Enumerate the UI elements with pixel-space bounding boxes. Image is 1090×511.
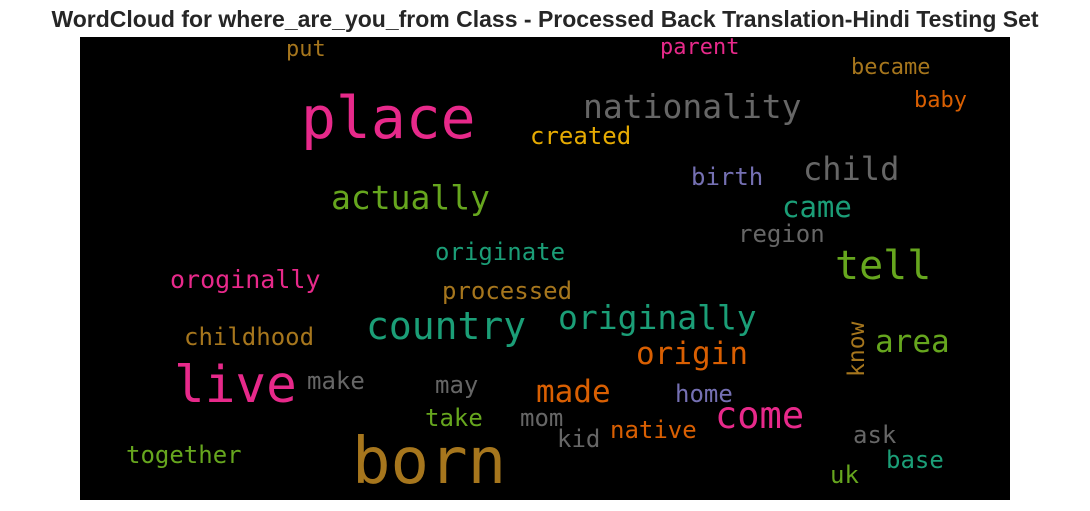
- word-parent: parent: [660, 37, 740, 60]
- word-mom: mom: [520, 404, 564, 432]
- word-area: area: [875, 324, 950, 360]
- word-originally: originally: [558, 298, 757, 337]
- word-oroginally: oroginally: [170, 265, 321, 294]
- word-base: base: [886, 446, 944, 474]
- word-processed: processed: [442, 277, 573, 305]
- word-kid: kid: [557, 425, 601, 453]
- word-put: put: [286, 37, 326, 62]
- word-take: take: [425, 404, 483, 432]
- word-live: live: [174, 356, 297, 415]
- word-childhood: childhood: [184, 323, 315, 351]
- wordcloud-canvas: born place live country nationality tell origi…: [80, 37, 1010, 500]
- chart-title: WordCloud for where_are_you_from Class -…: [51, 6, 1039, 32]
- word-region: region: [738, 220, 825, 248]
- word-child: child: [803, 150, 900, 188]
- word-home: home: [675, 380, 733, 408]
- word-together: together: [126, 441, 242, 469]
- word-created: created: [530, 122, 632, 150]
- word-baby: baby: [914, 88, 967, 113]
- word-nationality: nationality: [583, 87, 802, 126]
- word-place: place: [301, 84, 476, 152]
- word-uk: uk: [830, 461, 859, 489]
- word-tell: tell: [835, 243, 932, 289]
- word-made: made: [536, 374, 611, 410]
- word-actually: actually: [331, 178, 490, 217]
- word-native: native: [610, 416, 697, 444]
- word-came: came: [782, 190, 852, 224]
- word-born: born: [352, 425, 507, 499]
- word-originate: originate: [435, 238, 566, 266]
- word-make: make: [307, 367, 365, 395]
- word-may: may: [435, 371, 479, 399]
- word-know: know: [844, 321, 870, 377]
- word-ask: ask: [853, 421, 897, 449]
- word-country: country: [366, 304, 527, 348]
- word-birth: birth: [691, 163, 764, 191]
- word-became: became: [851, 55, 931, 80]
- word-origin: origin: [636, 336, 748, 372]
- word-come: come: [715, 394, 805, 437]
